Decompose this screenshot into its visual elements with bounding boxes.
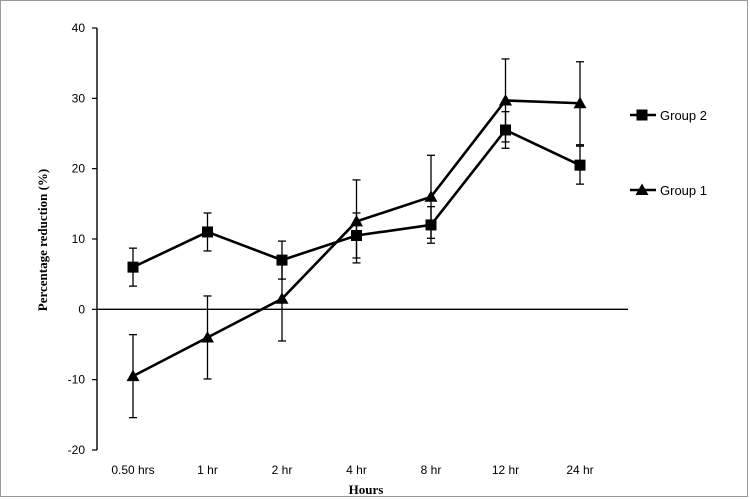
group-1-marker: [126, 369, 140, 382]
legend-marker-group-2: [636, 109, 648, 121]
group-2-marker: [127, 261, 139, 273]
y-tick-label: 30: [72, 91, 86, 105]
x-tick-label: 4 hr: [346, 463, 367, 477]
group-2-marker: [500, 124, 511, 136]
group-2-marker: [202, 226, 213, 238]
group-1-marker: [201, 330, 214, 343]
y-tick-label: -20: [68, 443, 86, 457]
y-axis-ticks: -20 -10 0 10 20 30 40: [68, 21, 97, 457]
x-tick-label: 8 hr: [421, 463, 442, 477]
legend: Group 2 Group 1: [630, 108, 707, 198]
x-axis-title: Hours: [349, 482, 384, 497]
group-1-marker: [275, 292, 289, 304]
axes: [96, 28, 628, 450]
x-axis-ticks: 0.50 hrs 1 hr 2 hr 4 hr 8 hr 12 hr 24 hr: [111, 463, 593, 477]
data-markers: [126, 93, 587, 382]
y-axis-title: Percentage reduction (%): [35, 169, 50, 311]
group-1-marker: [499, 93, 512, 106]
x-tick-label: 0.50 hrs: [111, 463, 154, 477]
y-tick-label: 40: [72, 21, 86, 35]
x-tick-label: 12 hr: [492, 463, 519, 477]
group-1-marker: [573, 96, 587, 109]
y-tick-label: 0: [78, 302, 85, 316]
x-tick-label: 1 hr: [197, 463, 218, 477]
group-2-marker: [574, 159, 586, 171]
y-tick-label: 20: [72, 162, 86, 176]
legend-label-group-2: Group 2: [660, 108, 707, 123]
group-2-marker: [276, 254, 288, 266]
x-tick-label: 24 hr: [566, 463, 593, 477]
legend-label-group-1: Group 1: [660, 183, 707, 198]
y-tick-label: 10: [72, 232, 86, 246]
legend-marker-group-1: [635, 183, 649, 195]
group-1-marker: [350, 214, 363, 227]
group-1-marker: [424, 190, 438, 202]
group-2-marker: [425, 219, 437, 231]
group-2-marker: [351, 229, 362, 241]
x-tick-label: 2 hr: [272, 463, 293, 477]
y-tick-label: -10: [68, 373, 86, 387]
